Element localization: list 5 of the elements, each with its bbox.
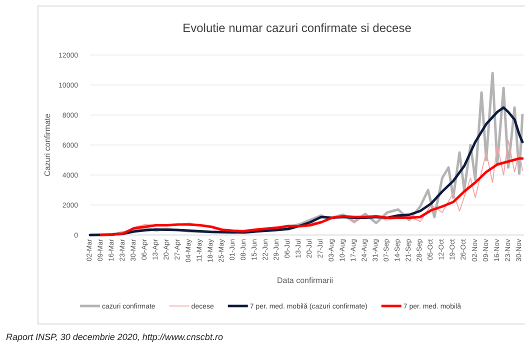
y-axis-title: Cazuri confirmate: [43, 113, 52, 176]
x-axis-title: Data confirmarii: [276, 276, 334, 285]
chart-title: Evolutie numar cazuri confirmate si decese: [182, 21, 412, 35]
text: Raport INSP, 30 decembrie 2020, http://www.cnscbt.ro: [6, 332, 223, 342]
line-series: [100, 157, 524, 236]
